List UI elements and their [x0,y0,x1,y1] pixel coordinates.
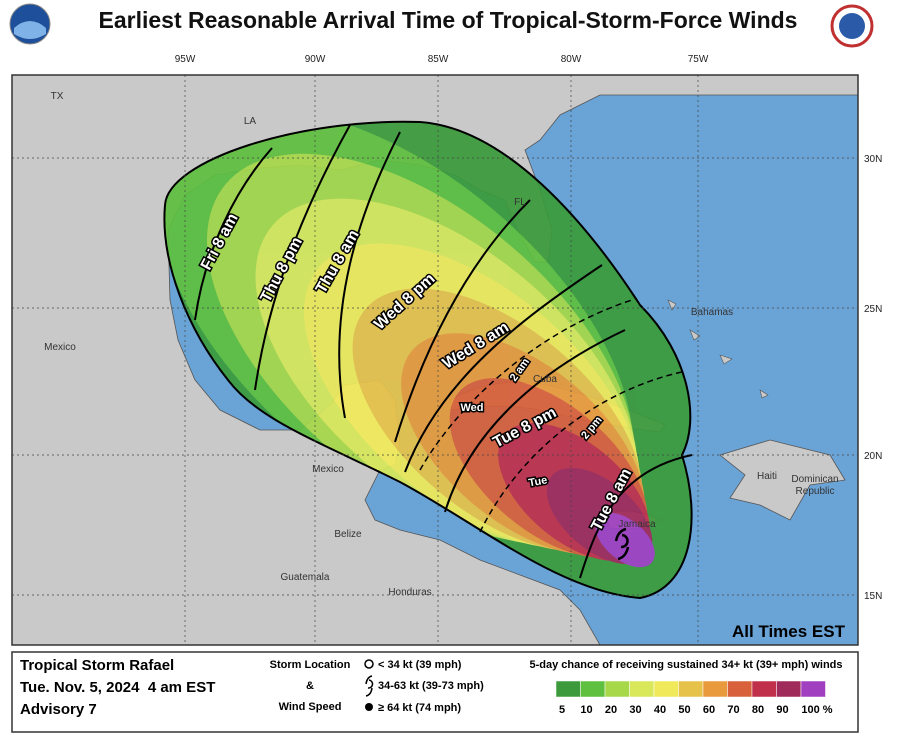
storm-name: Tropical Storm Rafael [20,657,174,674]
place-label: Guatemala [281,572,330,583]
longitude-label: 90W [305,54,326,65]
place-label: FL [514,197,526,208]
storm-location-title: Storm Location [270,659,351,671]
scale-label: 90 [776,704,788,716]
place-label: Dominican [791,474,838,485]
scale-swatch [800,680,826,698]
time-line [394,199,531,443]
scale-label: 5 [559,704,565,716]
map: TX LA FL Mexico Mexico Cuba Bahamas Haiti Domini… [12,75,858,645]
latitude-label: 25N [864,304,882,315]
wind-class: < 34 kt (39 mph) [378,659,462,671]
time-line-dashed [419,299,633,471]
latitude-label: 20N [864,451,882,462]
issued: Tue. Nov. 5, 2024 4 am EST [20,679,215,696]
time-line-dashed [479,371,683,533]
scale-swatch [702,680,728,698]
time-line [254,124,351,391]
scale-label: 40 [654,704,666,716]
scale-label: 30 [629,704,641,716]
latitude-label: 30N [864,154,882,165]
place-label: Mexico [44,342,76,353]
longitude-label: 80W [561,54,582,65]
wind-speed-title: Wind Speed [279,701,342,713]
scale-label: 60 [703,704,715,716]
probability-band [595,512,655,568]
longitude-label: 85W [428,54,449,65]
time-line [338,131,401,419]
time-note: All Times EST [732,622,846,641]
scale-label: 20 [605,704,617,716]
advisory: Advisory 7 [20,701,97,718]
title: Earliest Reasonable Arrival Time of Trop… [99,7,798,33]
scale-swatch [604,680,630,698]
symbol-depression [364,659,374,669]
wind-class: ≥ 64 kt (74 mph) [378,702,461,714]
scale-swatch [555,680,581,698]
longitude-label: 95W [175,54,196,65]
symbol-hurricane [365,703,373,711]
longitude-label: 75W [688,54,709,65]
probability-outline [163,120,693,600]
place-label: Republic [796,486,835,497]
place-label: Honduras [388,587,431,598]
symbol-storm [365,675,374,697]
place-label: Cuba [533,374,557,385]
probability-scale: 5 10 20 30 40 50 60 70 80 90 100 % [555,680,833,716]
time-line [404,264,603,473]
wind-classes: < 34 kt (39 mph) 34-63 kt (39-73 mph) ≥ 64… [378,659,484,714]
time-line [194,147,273,321]
storm-symbol [614,527,630,561]
place-label: Mexico [312,464,344,475]
scale-label: 80 [752,704,764,716]
time-lines [194,124,693,579]
time-label: Wed [460,402,483,414]
scale-swatch [727,680,753,698]
place-label: Haiti [757,471,777,482]
map-frame [11,74,859,646]
hispaniola [719,439,846,521]
scale-swatch [629,680,655,698]
scale-label: 50 [678,704,690,716]
scale-swatch [653,680,679,698]
place-label: TX [51,91,64,102]
scale-label: 70 [727,704,739,716]
scale-swatch [678,680,704,698]
scale-swatch [751,680,777,698]
time-label: Tue [528,474,549,489]
time-line [444,329,626,513]
scale-swatch [580,680,606,698]
place-label: Bahamas [691,307,733,318]
scale-swatch [776,680,802,698]
bahamas-islands [667,299,769,399]
scale-label: 10 [580,704,592,716]
coordinate-labels: 95W 90W 85W 80W 75W 30N 25N 20N 15N [175,54,883,602]
probability-title: 5-day chance of receiving sustained 34+ … [530,659,843,671]
place-label: Jamaica [618,519,656,530]
ampersand: & [306,680,314,692]
time-line [579,454,693,579]
latitude-label: 15N [864,591,882,602]
scale-label: 100 % [801,704,832,716]
wind-class: 34-63 kt (39-73 mph) [378,680,484,692]
nws-logo-inner [839,13,865,39]
place-labels: TX LA FL Mexico Mexico Cuba Bahamas Haiti Domini… [44,91,838,598]
place-label: Belize [334,529,362,540]
noaa-logo-wave [14,21,46,39]
place-label: LA [244,116,257,127]
